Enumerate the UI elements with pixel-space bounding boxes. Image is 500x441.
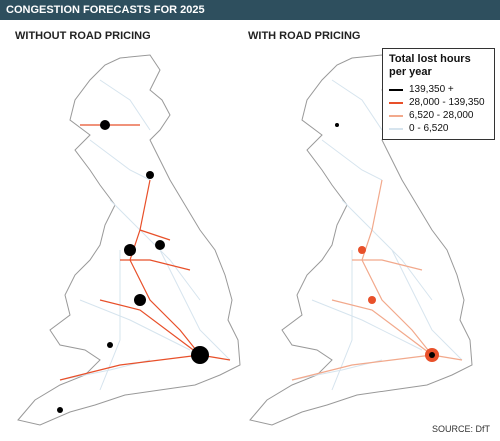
legend-item: 6,520 - 28,000	[389, 109, 488, 122]
source: SOURCE: DfT	[431, 424, 490, 434]
legend-item: 139,350 +	[389, 83, 488, 96]
legend-swatch	[389, 88, 403, 91]
legend-items: 139,350 + 28,000 - 139,350 6,520 - 28,000 0…	[389, 83, 488, 135]
legend-swatch	[389, 101, 403, 104]
legend-item: 28,000 - 139,350	[389, 96, 488, 109]
legend-item: 0 - 6,520	[389, 122, 488, 135]
legend-label: 0 - 6,520	[409, 123, 449, 134]
legend-swatch	[389, 127, 403, 130]
map-title: WITHOUT ROAD PRICING	[15, 30, 151, 42]
legend: Total lost hours per year 139,350 + 28,00…	[382, 48, 495, 140]
legend-swatch	[389, 114, 403, 117]
legend-title: Total lost hours per year	[389, 53, 471, 78]
map-left	[17, 54, 241, 426]
legend-label: 28,000 - 139,350	[409, 97, 485, 108]
map-title: WITH ROAD PRICING	[248, 30, 361, 42]
legend-label: 139,350 +	[409, 84, 454, 95]
map-right	[249, 54, 473, 426]
legend-label: 6,520 - 28,000	[409, 110, 474, 121]
header-title: CONGESTION FORECASTS FOR 2025	[0, 0, 500, 20]
